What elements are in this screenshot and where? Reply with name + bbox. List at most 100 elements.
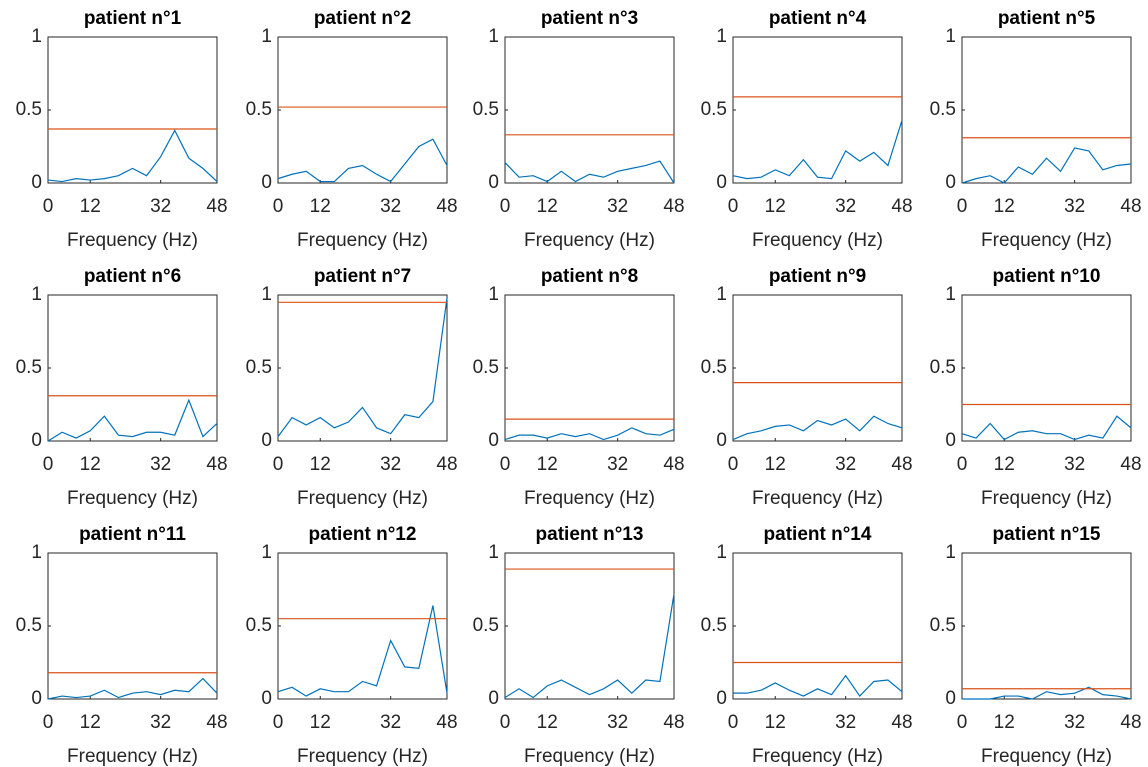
- title: patient n°3: [541, 8, 638, 29]
- y-tick-label: 1: [716, 26, 727, 47]
- y-tick-label: 0: [488, 172, 499, 193]
- x-axis-label: Frequency (Hz): [752, 488, 883, 509]
- x-tick-label: 12: [80, 454, 101, 475]
- x-tick-label: 12: [765, 454, 786, 475]
- y-tick-label: 1: [488, 284, 499, 305]
- y-tick-label: 0.5: [16, 99, 42, 120]
- x-axis-label: Frequency (Hz): [297, 488, 428, 509]
- x-axis-label: Frequency (Hz): [297, 746, 428, 767]
- data-line: [733, 674, 903, 698]
- x-axis-label: Frequency (Hz): [752, 746, 883, 767]
- x-tick-label: 48: [663, 454, 684, 475]
- y-tick-label: 1: [716, 284, 727, 305]
- x-tick-label: 48: [206, 196, 227, 217]
- axes-box: [504, 294, 675, 442]
- x-tick-label: 48: [891, 454, 912, 475]
- title: patient n°11: [79, 524, 186, 545]
- x-tick-label: 0: [957, 454, 968, 475]
- y-tick-label: 0: [716, 430, 727, 451]
- title: patient n°8: [541, 266, 638, 287]
- y-tick-label: 0: [261, 430, 272, 451]
- y-tick-label: 0: [31, 430, 42, 451]
- axes-box: [961, 294, 1132, 442]
- y-tick-label: 0: [945, 688, 956, 709]
- x-tick-label: 32: [607, 712, 628, 733]
- data-line: [277, 297, 448, 437]
- x-tick-label: 12: [537, 712, 558, 733]
- title: patient n°9: [769, 266, 866, 287]
- title: patient n°1: [84, 8, 182, 29]
- axes-box: [47, 36, 218, 184]
- x-tick-label: 0: [500, 712, 511, 733]
- axes-box: [277, 36, 448, 184]
- title: patient n°10: [993, 266, 1101, 287]
- y-tick-label: 0.5: [701, 357, 727, 378]
- title: patient n°4: [769, 8, 867, 29]
- y-tick-label: 1: [488, 542, 499, 563]
- x-tick-label: 12: [537, 196, 558, 217]
- y-tick-label: 0: [31, 688, 42, 709]
- data-line: [277, 138, 448, 183]
- title: patient n°15: [993, 524, 1101, 545]
- y-tick-label: 0: [31, 172, 42, 193]
- y-tick-label: 0.5: [701, 615, 727, 636]
- y-tick-label: 1: [261, 542, 272, 563]
- x-tick-label: 12: [310, 196, 331, 217]
- y-tick-label: 1: [261, 284, 272, 305]
- x-tick-label: 48: [1120, 196, 1141, 217]
- y-tick-label: 1: [488, 26, 499, 47]
- data-line: [504, 427, 675, 441]
- x-tick-label: 12: [765, 196, 786, 217]
- x-tick-label: 0: [43, 196, 54, 217]
- y-tick-label: 0: [716, 172, 727, 193]
- x-tick-label: 32: [150, 454, 171, 475]
- y-tick-label: 0: [945, 172, 956, 193]
- y-tick-label: 0: [488, 430, 499, 451]
- axes-box: [277, 294, 448, 442]
- x-tick-label: 0: [273, 454, 284, 475]
- y-tick-label: 0.5: [16, 357, 42, 378]
- x-tick-label: 0: [728, 454, 739, 475]
- data-line: [961, 415, 1132, 441]
- x-tick-label: 48: [436, 196, 457, 217]
- data-line: [504, 593, 675, 699]
- y-tick-label: 0: [945, 430, 956, 451]
- x-axis-label: Frequency (Hz): [67, 230, 198, 251]
- x-tick-label: 12: [80, 712, 101, 733]
- y-tick-label: 0: [261, 172, 272, 193]
- title: patient n°6: [84, 266, 181, 287]
- data-line: [47, 129, 218, 183]
- x-axis-label: Frequency (Hz): [67, 746, 198, 767]
- x-tick-label: 48: [663, 196, 684, 217]
- data-line: [732, 120, 903, 180]
- x-axis-label: Frequency (Hz): [524, 230, 655, 251]
- y-tick-label: 0.5: [246, 99, 272, 120]
- y-tick-label: 0: [261, 688, 272, 709]
- y-tick-label: 0.5: [930, 615, 956, 636]
- x-tick-label: 0: [43, 712, 54, 733]
- y-tick-label: 0: [488, 688, 499, 709]
- y-tick-label: 1: [945, 26, 956, 47]
- y-tick-label: 0: [716, 688, 727, 709]
- axes-box: [961, 552, 1132, 700]
- x-tick-label: 0: [273, 712, 284, 733]
- x-tick-label: 0: [43, 454, 54, 475]
- title: patient n°7: [314, 266, 411, 287]
- x-tick-label: 12: [994, 454, 1015, 475]
- y-tick-label: 1: [945, 284, 956, 305]
- data-line: [277, 605, 448, 697]
- x-tick-label: 12: [80, 196, 101, 217]
- axes-box: [732, 294, 903, 442]
- axes-box: [732, 36, 903, 184]
- x-tick-label: 48: [206, 454, 227, 475]
- x-tick-label: 32: [380, 196, 401, 217]
- x-tick-label: 12: [765, 712, 786, 733]
- axes-box: [504, 36, 675, 184]
- x-tick-label: 32: [1064, 454, 1085, 475]
- x-tick-label: 32: [835, 712, 856, 733]
- x-tick-label: 0: [957, 196, 968, 217]
- x-tick-label: 0: [500, 454, 511, 475]
- x-tick-label: 32: [150, 196, 171, 217]
- x-tick-label: 32: [380, 454, 401, 475]
- x-tick-label: 48: [206, 712, 227, 733]
